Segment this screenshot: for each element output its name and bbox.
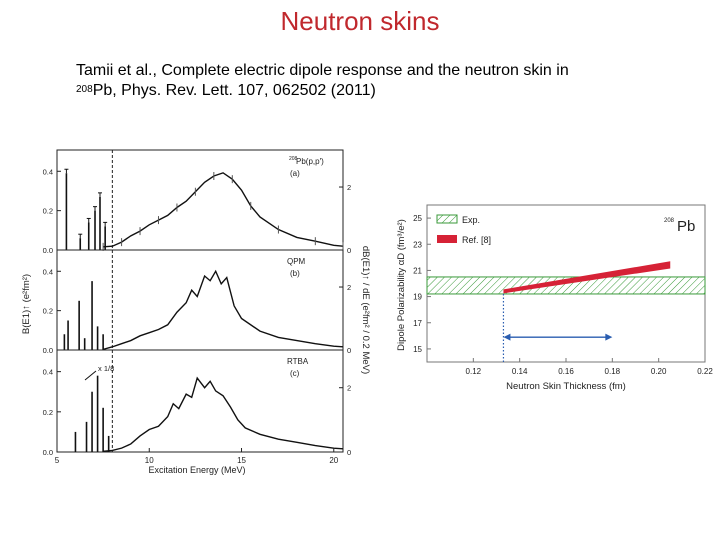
strength-continuum-line xyxy=(103,172,344,248)
x-tick-label: 15 xyxy=(237,456,246,465)
left-tick-label: 0.4 xyxy=(43,267,53,276)
panel-label-superscript: 208 xyxy=(289,156,298,162)
panel-sublabel: (a) xyxy=(290,169,300,178)
scale-annotation-arrow xyxy=(84,370,97,381)
x-tick-label: 10 xyxy=(145,456,154,465)
y-tick-label: 19 xyxy=(413,293,422,302)
legend-label-exp: Exp. xyxy=(462,215,480,225)
panel-label: QPM xyxy=(287,257,306,266)
citation-line1: Tamii et al., Complete electric dipole r… xyxy=(76,62,569,79)
scale-annotation: x 1/8 xyxy=(98,364,114,373)
panel-frame xyxy=(56,349,344,453)
strength-continuum-line xyxy=(102,269,344,351)
arrow-head-left xyxy=(503,333,511,341)
left-y-axis-title: B(E1)↑ (e²fm²) xyxy=(21,274,32,334)
citation-isotope-superscript: 208 xyxy=(76,84,93,95)
right-x-axis-title: Neutron Skin Thickness (fm) xyxy=(506,381,626,392)
legend-swatch-ref xyxy=(437,235,457,243)
x-tick-label: 0.14 xyxy=(512,367,528,376)
experimental-band xyxy=(426,276,706,295)
left-tick-label: 0.2 xyxy=(43,307,53,316)
citation-line2: Pb, Phys. Rev. Lett. 107, 062502 (2011) xyxy=(92,82,376,99)
left-tick-label: 0.4 xyxy=(43,368,53,377)
panel-sublabel: (c) xyxy=(290,369,300,378)
nucleus-label: Pb xyxy=(677,218,695,235)
right-tick-label: 2 xyxy=(347,384,351,393)
legend-label-ref: Ref. [8] xyxy=(462,235,491,245)
arrow-head-right xyxy=(605,333,613,341)
left-tick-label: 0.2 xyxy=(43,207,53,216)
x-tick-label: 0.20 xyxy=(651,367,667,376)
x-tick-label: 5 xyxy=(55,456,60,465)
left-tick-label: 0.0 xyxy=(43,346,53,355)
right-tick-label: 2 xyxy=(347,183,351,192)
right-tick-label: 2 xyxy=(347,283,351,292)
strength-continuum-line xyxy=(103,376,344,453)
x-axis-title: Excitation Energy (MeV) xyxy=(148,465,245,475)
right-tick-label: 0 xyxy=(347,346,351,355)
right-y-axis-title: dB(E1)↑ / dE (e²fm² / 0.2 MeV) xyxy=(360,246,371,374)
x-tick-label: 20 xyxy=(329,456,338,465)
nucleus-label-superscript: 208 xyxy=(664,218,675,224)
y-tick-label: 17 xyxy=(413,319,422,328)
left-tick-label: 0.0 xyxy=(43,246,53,255)
panel-label: Pb(p,p′) xyxy=(296,157,324,166)
right-tick-label: 0 xyxy=(347,246,351,255)
x-tick-label: 0.22 xyxy=(697,367,713,376)
legend-swatch-exp xyxy=(436,214,458,224)
citation: Tamii et al., Complete electric dipole r… xyxy=(76,61,686,101)
right-tick-label: 0 xyxy=(347,448,351,457)
left-tick-label: 0.0 xyxy=(43,448,53,457)
x-tick-label: 0.12 xyxy=(466,367,482,376)
y-tick-label: 25 xyxy=(413,214,422,223)
left-tick-label: 0.4 xyxy=(43,167,53,176)
y-tick-label: 21 xyxy=(413,266,422,275)
y-tick-label: 23 xyxy=(413,240,422,249)
x-tick-label: 0.16 xyxy=(558,367,574,376)
right-y-axis-title: Dipole Polarizability αD (fm³/e²) xyxy=(396,219,407,351)
theory-band xyxy=(503,261,671,294)
panel-label: RTBA xyxy=(287,357,309,366)
left-tick-label: 0.2 xyxy=(43,408,53,417)
panel-sublabel: (b) xyxy=(290,269,300,278)
x-tick-label: 0.18 xyxy=(605,367,621,376)
y-tick-label: 15 xyxy=(413,345,422,354)
slide-title: Neutron skins xyxy=(280,6,440,36)
